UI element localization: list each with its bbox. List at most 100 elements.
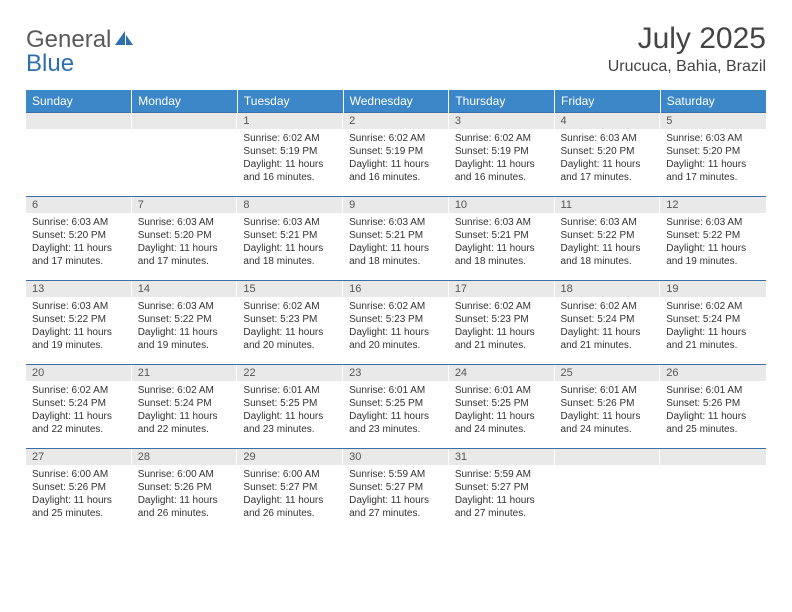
sunset-text: Sunset: 5:25 PM bbox=[243, 397, 337, 410]
day-number: 17 bbox=[449, 281, 555, 297]
calendar-day-cell: 5Sunrise: 6:03 AMSunset: 5:20 PMDaylight… bbox=[660, 113, 766, 197]
day-number: 12 bbox=[660, 197, 766, 213]
day-number: 26 bbox=[660, 365, 766, 381]
sunset-text: Sunset: 5:20 PM bbox=[138, 229, 232, 242]
sunrise-text: Sunrise: 6:03 AM bbox=[138, 216, 232, 229]
day-details: Sunrise: 6:01 AMSunset: 5:25 PMDaylight:… bbox=[343, 381, 449, 440]
calendar-day-cell: 20Sunrise: 6:02 AMSunset: 5:24 PMDayligh… bbox=[26, 365, 132, 449]
day-number: 10 bbox=[449, 197, 555, 213]
sunset-text: Sunset: 5:22 PM bbox=[561, 229, 655, 242]
calendar-week-row: 20Sunrise: 6:02 AMSunset: 5:24 PMDayligh… bbox=[26, 365, 766, 449]
brand-part2: Blue bbox=[26, 50, 74, 77]
calendar-day-cell: 7Sunrise: 6:03 AMSunset: 5:20 PMDaylight… bbox=[132, 197, 238, 281]
calendar-day-cell: 9Sunrise: 6:03 AMSunset: 5:21 PMDaylight… bbox=[343, 197, 449, 281]
sunset-text: Sunset: 5:24 PM bbox=[666, 313, 760, 326]
daylight-text: Daylight: 11 hours and 18 minutes. bbox=[455, 242, 549, 268]
sunset-text: Sunset: 5:19 PM bbox=[455, 145, 549, 158]
calendar-day-cell: 25Sunrise: 6:01 AMSunset: 5:26 PMDayligh… bbox=[555, 365, 661, 449]
day-number: 20 bbox=[26, 365, 132, 381]
location-label: Urucuca, Bahia, Brazil bbox=[608, 58, 766, 76]
sunrise-text: Sunrise: 6:02 AM bbox=[243, 300, 337, 313]
calendar-day-cell: 10Sunrise: 6:03 AMSunset: 5:21 PMDayligh… bbox=[449, 197, 555, 281]
day-number bbox=[26, 113, 132, 129]
daylight-text: Daylight: 11 hours and 23 minutes. bbox=[243, 410, 337, 436]
calendar-day-cell bbox=[132, 113, 238, 197]
sunrise-text: Sunrise: 6:03 AM bbox=[349, 216, 443, 229]
title-block: July 2025 Urucuca, Bahia, Brazil bbox=[608, 22, 766, 76]
daylight-text: Daylight: 11 hours and 17 minutes. bbox=[138, 242, 232, 268]
calendar-day-cell: 14Sunrise: 6:03 AMSunset: 5:22 PMDayligh… bbox=[132, 281, 238, 365]
daylight-text: Daylight: 11 hours and 16 minutes. bbox=[243, 158, 337, 184]
calendar-day-cell: 22 Sunrise: 6:01 AMSunset: 5:25 PMDayligh… bbox=[237, 365, 343, 449]
calendar-day-cell: 23Sunrise: 6:01 AMSunset: 5:25 PMDayligh… bbox=[343, 365, 449, 449]
day-details: Sunrise: 5:59 AMSunset: 5:27 PMDaylight:… bbox=[343, 465, 449, 524]
daylight-text: Daylight: 11 hours and 17 minutes. bbox=[32, 242, 126, 268]
sunrise-text: Sunrise: 5:59 AM bbox=[349, 468, 443, 481]
sunrise-text: Sunrise: 6:02 AM bbox=[243, 132, 337, 145]
day-number: 25 bbox=[555, 365, 661, 381]
sunset-text: Sunset: 5:24 PM bbox=[138, 397, 232, 410]
weekday-header: Wednesday bbox=[343, 90, 449, 113]
sunrise-text: Sunrise: 6:03 AM bbox=[666, 132, 760, 145]
day-number: 24 bbox=[449, 365, 555, 381]
sunrise-text: Sunrise: 6:00 AM bbox=[243, 468, 337, 481]
sunset-text: Sunset: 5:25 PM bbox=[349, 397, 443, 410]
sunrise-text: Sunrise: 6:01 AM bbox=[666, 384, 760, 397]
sunset-text: Sunset: 5:22 PM bbox=[138, 313, 232, 326]
daylight-text: Daylight: 11 hours and 25 minutes. bbox=[32, 494, 126, 520]
sunrise-text: Sunrise: 5:59 AM bbox=[455, 468, 549, 481]
day-details: Sunrise: 6:03 AMSunset: 5:20 PMDaylight:… bbox=[555, 129, 661, 188]
day-number: 6 bbox=[26, 197, 132, 213]
day-number: 22 bbox=[237, 365, 343, 381]
calendar-table: SundayMondayTuesdayWednesdayThursdayFrid… bbox=[26, 90, 766, 533]
day-number: 4 bbox=[555, 113, 661, 129]
day-details: Sunrise: 6:03 AMSunset: 5:21 PMDaylight:… bbox=[449, 213, 555, 272]
calendar-day-cell: 19Sunrise: 6:02 AMSunset: 5:24 PMDayligh… bbox=[660, 281, 766, 365]
daylight-text: Daylight: 11 hours and 19 minutes. bbox=[32, 326, 126, 352]
daylight-text: Daylight: 11 hours and 21 minutes. bbox=[561, 326, 655, 352]
daylight-text: Daylight: 11 hours and 26 minutes. bbox=[138, 494, 232, 520]
day-details: Sunrise: 6:02 AMSunset: 5:24 PMDaylight:… bbox=[132, 381, 238, 440]
sunrise-text: Sunrise: 6:03 AM bbox=[561, 132, 655, 145]
sail-icon bbox=[113, 28, 135, 52]
daylight-text: Daylight: 11 hours and 18 minutes. bbox=[561, 242, 655, 268]
sunset-text: Sunset: 5:19 PM bbox=[243, 145, 337, 158]
sunset-text: Sunset: 5:22 PM bbox=[32, 313, 126, 326]
daylight-text: Daylight: 11 hours and 27 minutes. bbox=[455, 494, 549, 520]
weekday-header: Friday bbox=[555, 90, 661, 113]
sunset-text: Sunset: 5:26 PM bbox=[666, 397, 760, 410]
sunrise-text: Sunrise: 6:03 AM bbox=[243, 216, 337, 229]
day-details: Sunrise: 6:00 AMSunset: 5:27 PMDaylight:… bbox=[237, 465, 343, 524]
day-number: 27 bbox=[26, 449, 132, 465]
calendar-head: SundayMondayTuesdayWednesdayThursdayFrid… bbox=[26, 90, 766, 113]
month-title: July 2025 bbox=[608, 22, 766, 56]
daylight-text: Daylight: 11 hours and 16 minutes. bbox=[455, 158, 549, 184]
sunrise-text: Sunrise: 6:01 AM bbox=[243, 384, 337, 397]
sunset-text: Sunset: 5:26 PM bbox=[138, 481, 232, 494]
daylight-text: Daylight: 11 hours and 24 minutes. bbox=[561, 410, 655, 436]
day-number bbox=[132, 113, 238, 129]
calendar-day-cell: 30Sunrise: 5:59 AMSunset: 5:27 PMDayligh… bbox=[343, 449, 449, 533]
day-details: Sunrise: 6:01 AMSunset: 5:25 PMDaylight:… bbox=[449, 381, 555, 440]
daylight-text: Daylight: 11 hours and 17 minutes. bbox=[561, 158, 655, 184]
sunrise-text: Sunrise: 6:03 AM bbox=[666, 216, 760, 229]
day-details: Sunrise: 6:03 AMSunset: 5:21 PMDaylight:… bbox=[237, 213, 343, 272]
day-details: Sunrise: 6:02 AMSunset: 5:23 PMDaylight:… bbox=[449, 297, 555, 356]
day-number: 30 bbox=[343, 449, 449, 465]
day-details: Sunrise: 6:00 AMSunset: 5:26 PMDaylight:… bbox=[26, 465, 132, 524]
day-number: 1 bbox=[237, 113, 343, 129]
day-details: Sunrise: 6:03 AMSunset: 5:22 PMDaylight:… bbox=[26, 297, 132, 356]
daylight-text: Daylight: 11 hours and 18 minutes. bbox=[243, 242, 337, 268]
calendar-day-cell: 31 Sunrise: 5:59 AMSunset: 5:27 PMDayligh… bbox=[449, 449, 555, 533]
day-number: 31 bbox=[449, 449, 555, 465]
day-number: 28 bbox=[132, 449, 238, 465]
sunset-text: Sunset: 5:27 PM bbox=[455, 481, 549, 494]
calendar-day-cell: 16Sunrise: 6:02 AMSunset: 5:23 PMDayligh… bbox=[343, 281, 449, 365]
day-details: Sunrise: 6:00 AMSunset: 5:26 PMDaylight:… bbox=[132, 465, 238, 524]
calendar-day-cell bbox=[660, 449, 766, 533]
calendar-day-cell bbox=[555, 449, 661, 533]
day-number: 5 bbox=[660, 113, 766, 129]
daylight-text: Daylight: 11 hours and 21 minutes. bbox=[666, 326, 760, 352]
daylight-text: Daylight: 11 hours and 21 minutes. bbox=[455, 326, 549, 352]
day-number: 2 bbox=[343, 113, 449, 129]
